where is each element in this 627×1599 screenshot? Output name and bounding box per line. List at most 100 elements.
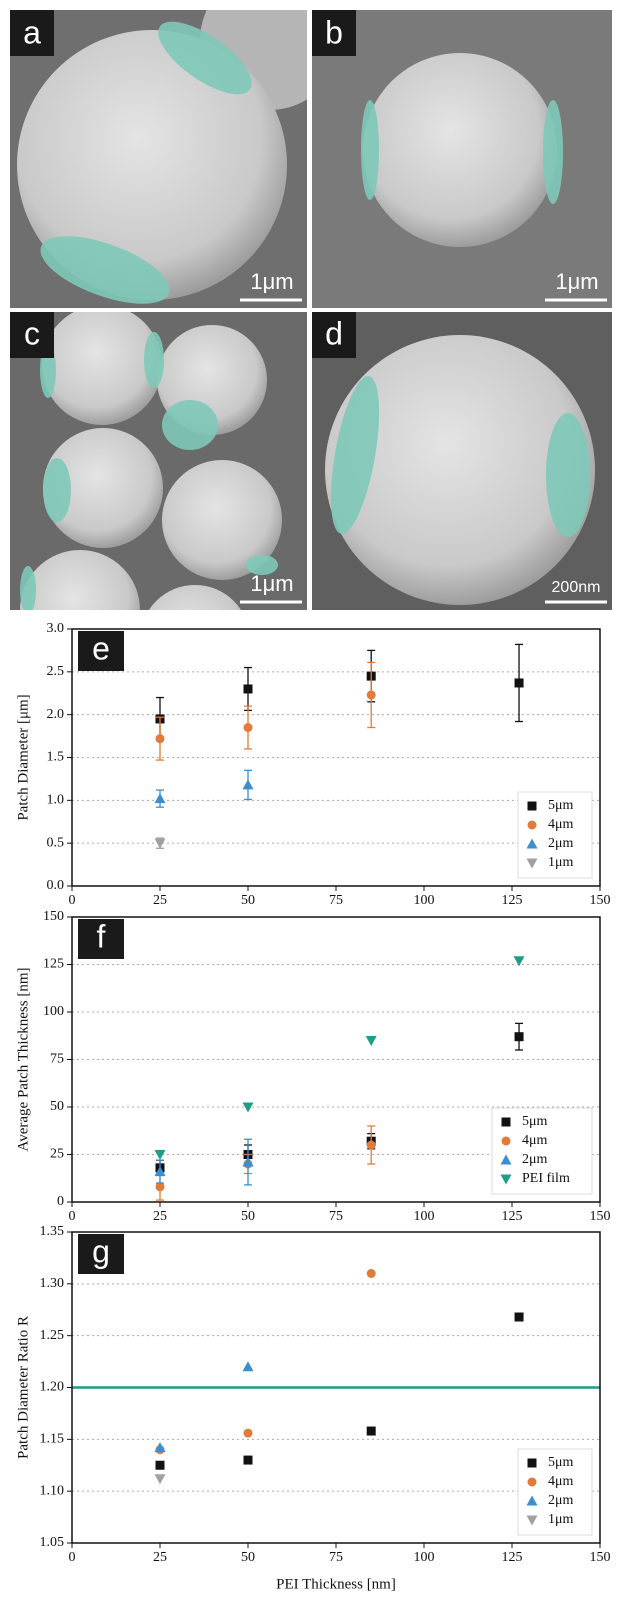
legend-marker bbox=[527, 1477, 537, 1487]
y-tick-label: 2.0 bbox=[47, 707, 65, 722]
panel-label: d bbox=[325, 315, 343, 351]
y-tick-label: 1.35 bbox=[40, 1224, 65, 1239]
marker bbox=[366, 1426, 376, 1436]
x-tick-label: 100 bbox=[414, 1209, 435, 1224]
panel-label-box bbox=[78, 1234, 124, 1274]
marker bbox=[513, 956, 525, 967]
sem-image bbox=[312, 10, 612, 308]
y-tick-label: 1.30 bbox=[40, 1276, 65, 1291]
marker bbox=[514, 1032, 524, 1042]
marker bbox=[154, 838, 166, 849]
x-axis-label: PEI Thickness [nm] bbox=[276, 1576, 396, 1592]
legend-marker bbox=[526, 858, 538, 869]
legend-label: 2μm bbox=[548, 836, 574, 851]
plot-frame bbox=[71, 628, 601, 887]
marker bbox=[242, 1102, 254, 1113]
marker bbox=[243, 1455, 253, 1465]
panel-label-box bbox=[10, 312, 54, 358]
panel-label: f bbox=[97, 918, 106, 954]
x-tick-label: 25 bbox=[153, 1209, 167, 1224]
legend-label: 2μm bbox=[522, 1152, 548, 1167]
marker bbox=[242, 1361, 254, 1372]
y-axis-label: Patch Diameter [μm] bbox=[15, 694, 31, 820]
x-tick-label: 0 bbox=[69, 1209, 76, 1224]
y-tick-label: 25 bbox=[50, 1147, 64, 1162]
legend-label: PEI film bbox=[522, 1171, 570, 1186]
y-tick-label: 3.0 bbox=[47, 621, 65, 636]
panel-label-box bbox=[10, 10, 54, 56]
x-tick-label: 150 bbox=[590, 1550, 611, 1565]
x-tick-label: 100 bbox=[414, 1550, 435, 1565]
marker bbox=[243, 684, 253, 694]
marker bbox=[242, 1156, 254, 1167]
legend-label: 4μm bbox=[548, 817, 574, 832]
legend-marker bbox=[527, 801, 537, 811]
scale-bar-label: 200nm bbox=[552, 579, 601, 596]
panel-label: c bbox=[24, 315, 40, 351]
y-tick-label: 1.5 bbox=[47, 750, 65, 765]
x-tick-label: 75 bbox=[329, 1209, 343, 1224]
marker bbox=[155, 1182, 165, 1192]
legend-label: 1μm bbox=[548, 1512, 574, 1527]
scale-bar-label: 1μm bbox=[250, 571, 293, 596]
legend-marker bbox=[501, 1136, 511, 1146]
y-tick-label: 1.05 bbox=[40, 1535, 65, 1550]
x-tick-label: 50 bbox=[241, 1550, 255, 1565]
y-tick-label: 1.20 bbox=[40, 1380, 65, 1395]
x-tick-label: 50 bbox=[241, 893, 255, 908]
legend-label: 5μm bbox=[548, 798, 574, 813]
y-tick-label: 100 bbox=[43, 1004, 64, 1019]
panel-label: e bbox=[92, 630, 110, 666]
y-tick-label: 1.10 bbox=[40, 1483, 65, 1498]
y-tick-label: 75 bbox=[50, 1052, 64, 1067]
y-tick-label: 0.0 bbox=[47, 878, 65, 893]
x-tick-label: 0 bbox=[69, 1550, 76, 1565]
panel-label-box bbox=[312, 10, 356, 56]
sem-image bbox=[312, 312, 612, 610]
x-tick-label: 0 bbox=[69, 893, 76, 908]
panel-label-box bbox=[312, 312, 356, 358]
x-tick-label: 150 bbox=[590, 893, 611, 908]
legend-marker bbox=[526, 1515, 538, 1526]
marker bbox=[366, 1268, 376, 1278]
panel-label: a bbox=[23, 14, 41, 50]
legend-label: 5μm bbox=[522, 1114, 548, 1129]
y-tick-label: 1.25 bbox=[40, 1328, 65, 1343]
marker bbox=[155, 1460, 165, 1470]
panel-label: g bbox=[92, 1233, 110, 1269]
legend-marker bbox=[527, 1458, 537, 1468]
legend-marker bbox=[526, 1495, 538, 1506]
y-tick-label: 1.0 bbox=[47, 793, 65, 808]
x-tick-label: 75 bbox=[329, 1550, 343, 1565]
legend-marker bbox=[500, 1154, 512, 1165]
marker bbox=[155, 734, 165, 744]
x-tick-label: 150 bbox=[590, 1209, 611, 1224]
panel-label-box bbox=[78, 631, 124, 671]
legend-label: 4μm bbox=[522, 1133, 548, 1148]
legend-label: 5μm bbox=[548, 1455, 574, 1470]
marker bbox=[366, 1140, 376, 1150]
x-tick-label: 50 bbox=[241, 1209, 255, 1224]
panel-label-box bbox=[78, 919, 124, 959]
plot-frame bbox=[71, 916, 601, 1203]
marker bbox=[243, 1428, 253, 1438]
legend-label: 2μm bbox=[548, 1493, 574, 1508]
legend-marker bbox=[501, 1117, 511, 1127]
sem-image bbox=[10, 312, 307, 610]
y-tick-label: 0.5 bbox=[47, 835, 65, 850]
legend-label: 4μm bbox=[548, 1474, 574, 1489]
marker bbox=[154, 793, 166, 804]
marker bbox=[154, 1150, 166, 1160]
legend-marker bbox=[527, 820, 537, 830]
x-tick-label: 125 bbox=[502, 1550, 523, 1565]
marker bbox=[365, 1036, 377, 1046]
legend-marker bbox=[526, 838, 538, 849]
y-tick-label: 0 bbox=[57, 1194, 64, 1209]
marker bbox=[514, 678, 524, 688]
x-tick-label: 100 bbox=[414, 893, 435, 908]
y-axis-label: Patch Diameter Ratio R bbox=[15, 1316, 31, 1459]
marker bbox=[243, 723, 253, 733]
panel-label: b bbox=[325, 14, 343, 50]
x-tick-label: 75 bbox=[329, 893, 343, 908]
